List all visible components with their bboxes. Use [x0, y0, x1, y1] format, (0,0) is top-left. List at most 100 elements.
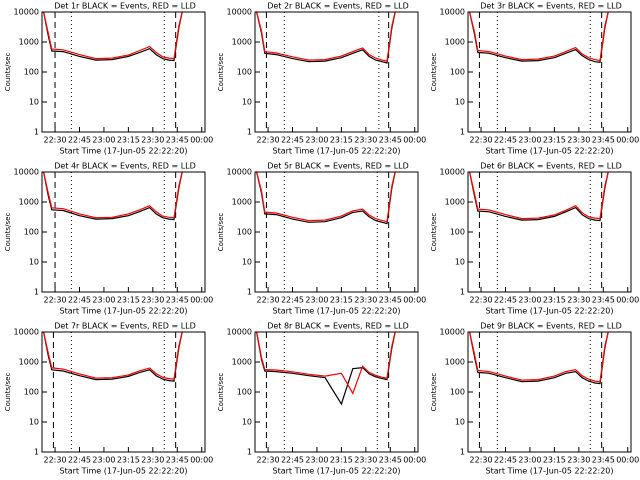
y-tick-label: 1 — [34, 128, 39, 137]
y-tick-label: 10000 — [14, 8, 39, 17]
y-tick-label: 10000 — [227, 168, 252, 177]
x-tick-label: 00:00 — [403, 456, 426, 465]
x-tick-label: 23:30 — [354, 296, 377, 305]
x-tick-label: 23:45 — [592, 456, 615, 465]
series-line — [43, 171, 183, 219]
x-tick-label: 22:30 — [44, 136, 67, 145]
x-tick-label: 22:45 — [68, 296, 91, 305]
y-axis-label: Counts/sec — [4, 373, 12, 412]
plot-frame — [41, 171, 206, 293]
y-tick-label: 100 — [237, 228, 252, 237]
series-line — [256, 331, 396, 406]
x-axis-label: Start Time (17-Jun-05 22:22:20) — [486, 147, 614, 156]
chart-title: Det 4r BLACK = Events, RED = LLD — [54, 162, 196, 171]
y-tick-label: 10 — [29, 418, 39, 427]
y-tick-label: 1 — [460, 448, 465, 457]
x-tick-label: 23:15 — [543, 456, 566, 465]
y-tick-label: 10 — [242, 418, 252, 427]
chart-title: Det 3r BLACK = Events, RED = LLD — [480, 2, 622, 11]
series-line — [256, 171, 396, 223]
x-tick-label: 00:00 — [616, 296, 639, 305]
y-tick-label: 1000 — [445, 358, 465, 367]
y-tick-label: 1 — [460, 128, 465, 137]
x-tick-label: 00:00 — [403, 136, 426, 145]
x-tick-label: 23:00 — [518, 456, 541, 465]
x-tick-label: 00:00 — [190, 296, 213, 305]
x-tick-label: 23:15 — [330, 136, 353, 145]
x-tick-label: 23:00 — [305, 456, 328, 465]
x-tick-label: 23:15 — [117, 456, 140, 465]
x-tick-label: 22:45 — [68, 136, 91, 145]
x-axis-label: Start Time (17-Jun-05 22:22:20) — [60, 467, 188, 476]
series-line — [469, 171, 609, 220]
x-tick-label: 23:45 — [592, 296, 615, 305]
y-tick-label: 10 — [455, 258, 465, 267]
x-tick-label: 22:45 — [494, 296, 517, 305]
y-tick-label: 10000 — [14, 168, 39, 177]
x-tick-label: 23:30 — [567, 456, 590, 465]
y-tick-label: 1000 — [232, 38, 252, 47]
y-tick-label: 100 — [24, 228, 39, 237]
y-tick-label: 10000 — [227, 328, 252, 337]
y-tick-label: 10 — [242, 98, 252, 107]
y-axis-label: Counts/sec — [430, 213, 438, 252]
plot-frame — [254, 171, 419, 293]
y-tick-label: 1000 — [19, 198, 39, 207]
y-axis-label: Counts/sec — [4, 53, 12, 92]
x-tick-label: 23:15 — [330, 296, 353, 305]
y-axis-label: Counts/sec — [217, 373, 225, 412]
y-tick-label: 100 — [237, 68, 252, 77]
chart-title: Det 2r BLACK = Events, RED = LLD — [267, 2, 409, 11]
x-tick-label: 23:00 — [305, 136, 328, 145]
series-line — [469, 331, 609, 383]
plot-frame — [467, 171, 632, 293]
x-tick-label: 23:30 — [141, 456, 164, 465]
x-tick-label: 23:15 — [543, 136, 566, 145]
x-tick-label: 00:00 — [616, 456, 639, 465]
y-tick-label: 10000 — [227, 8, 252, 17]
x-tick-label: 23:00 — [92, 296, 115, 305]
y-tick-label: 100 — [450, 228, 465, 237]
x-tick-label: 22:30 — [470, 136, 493, 145]
x-tick-label: 23:30 — [141, 136, 164, 145]
x-tick-label: 22:45 — [281, 136, 304, 145]
y-tick-label: 1 — [247, 128, 252, 137]
y-tick-label: 10000 — [14, 328, 39, 337]
y-tick-label: 10 — [29, 258, 39, 267]
series-line — [43, 11, 183, 62]
x-tick-label: 23:30 — [141, 296, 164, 305]
x-tick-label: 23:45 — [379, 456, 402, 465]
chart-title: Det 5r BLACK = Events, RED = LLD — [267, 162, 409, 171]
series-line — [469, 331, 609, 385]
y-tick-label: 1 — [247, 288, 252, 297]
x-tick-label: 23:15 — [543, 296, 566, 305]
y-tick-label: 10000 — [440, 8, 465, 17]
x-tick-label: 23:15 — [117, 296, 140, 305]
y-tick-label: 10 — [455, 98, 465, 107]
x-tick-label: 00:00 — [190, 456, 213, 465]
y-tick-label: 100 — [24, 68, 39, 77]
x-tick-label: 22:45 — [281, 296, 304, 305]
x-tick-label: 22:45 — [281, 456, 304, 465]
x-tick-label: 23:45 — [166, 136, 189, 145]
y-tick-label: 100 — [237, 388, 252, 397]
series-line — [43, 331, 183, 382]
x-tick-label: 23:45 — [379, 296, 402, 305]
x-axis-label: Start Time (17-Jun-05 22:22:20) — [486, 307, 614, 316]
x-tick-label: 23:00 — [92, 136, 115, 145]
series-line — [469, 11, 609, 63]
plot-frame — [254, 331, 419, 453]
x-tick-label: 23:15 — [117, 136, 140, 145]
series-line — [43, 171, 183, 221]
x-tick-label: 00:00 — [190, 136, 213, 145]
y-tick-label: 10 — [455, 418, 465, 427]
chart-title: Det 7r BLACK = Events, RED = LLD — [54, 322, 196, 331]
x-tick-label: 23:00 — [305, 296, 328, 305]
x-tick-label: 23:30 — [354, 456, 377, 465]
x-tick-label: 22:30 — [470, 296, 493, 305]
plot-frame — [467, 331, 632, 453]
y-tick-label: 100 — [24, 388, 39, 397]
x-tick-label: 22:30 — [257, 456, 280, 465]
y-tick-label: 100 — [450, 68, 465, 77]
